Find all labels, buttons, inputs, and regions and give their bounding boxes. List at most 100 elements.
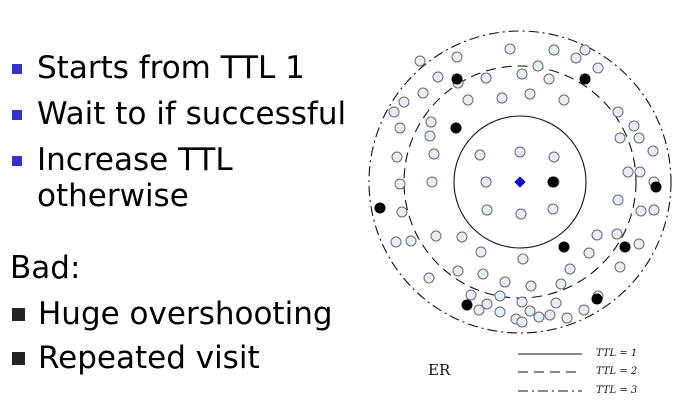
empty-node-icon [514, 146, 526, 158]
ttl-ring-diagram-svg: ER TTL = 1 TTL = 2 TTL = 3 [368, 30, 672, 396]
empty-node-icon [548, 151, 560, 163]
empty-node-icon [396, 206, 408, 218]
empty-node-icon [428, 148, 440, 160]
empty-node-icon [555, 278, 567, 290]
legend-ttl-3-label: TTL = 3 [596, 385, 637, 396]
center-label: ER [428, 361, 451, 379]
bad-bullet-item-repeated-visit: Repeated visit [12, 340, 260, 376]
filled-node-icon [558, 241, 570, 253]
empty-node-icon [614, 261, 626, 273]
empty-node-icon [481, 204, 493, 216]
empty-node-icon [517, 253, 529, 265]
empty-node-icon [452, 265, 464, 277]
legend-ttl-1-label: TTL = 1 [596, 348, 637, 359]
empty-node-icon [516, 316, 528, 328]
empty-node-icon [480, 72, 492, 84]
empty-node-icon [423, 272, 435, 284]
empty-node-icon [524, 305, 536, 317]
empty-node-icon [462, 94, 474, 106]
empty-node-icon [532, 60, 544, 72]
filled-node-icon [547, 176, 559, 188]
square-bullet-icon [12, 308, 25, 321]
empty-node-icon [564, 263, 576, 275]
bullet-text: Huge overshooting [38, 296, 333, 332]
bullet-item-wait-if-successful: Wait to if successful [12, 96, 346, 132]
empty-node-icon [496, 92, 508, 104]
empty-node-icon [424, 130, 436, 142]
empty-node-icon [475, 246, 487, 258]
center-diamond-icon [514, 176, 526, 188]
node-layer [374, 43, 662, 328]
square-bullet-icon [12, 352, 25, 365]
empty-node-icon [622, 166, 634, 178]
empty-node-icon [474, 149, 486, 161]
empty-node-icon [465, 289, 477, 301]
empty-node-icon [494, 306, 506, 318]
empty-node-icon [417, 87, 429, 99]
empty-node-icon [634, 166, 646, 178]
empty-node-icon [499, 276, 511, 288]
bullet-item-starts-from-ttl-1: Starts from TTL 1 [12, 50, 305, 86]
empty-node-icon [592, 62, 604, 74]
empty-node-icon [426, 176, 438, 188]
empty-node-icon [547, 203, 559, 215]
empty-node-icon [612, 106, 624, 118]
empty-node-icon [432, 71, 444, 83]
empty-node-icon [561, 312, 573, 324]
bullet-list: Starts from TTL 1 Wait to if successful … [10, 50, 346, 376]
empty-node-icon [480, 176, 492, 188]
empty-node-icon [628, 120, 640, 132]
empty-node-icon [390, 236, 402, 248]
bad-bullet-item-overshooting: Huge overshooting [12, 296, 333, 332]
bullet-text: Repeated visit [38, 340, 260, 376]
bullet-text: Wait to if successful [37, 96, 347, 132]
empty-node-icon [611, 228, 623, 240]
empty-node-icon [516, 68, 528, 80]
empty-node-icon [583, 247, 595, 259]
empty-node-icon [570, 52, 582, 64]
empty-node-icon [524, 88, 536, 100]
empty-node-icon [635, 205, 647, 217]
empty-node-icon [425, 116, 437, 128]
empty-node-icon [533, 311, 545, 323]
empty-node-icon [405, 235, 417, 247]
legend-ttl-2-label: TTL = 2 [596, 366, 637, 377]
ttl-diagram: ER TTL = 1 TTL = 2 TTL = 3 [360, 22, 680, 411]
empty-node-icon [391, 151, 403, 163]
filled-node-icon [591, 293, 603, 305]
empty-node-icon [550, 297, 562, 309]
empty-node-icon [548, 44, 560, 56]
filled-node-icon [579, 73, 591, 85]
empty-node-icon [516, 296, 528, 308]
filled-node-icon [650, 181, 662, 193]
bad-heading: Bad: [10, 250, 81, 286]
empty-node-icon [591, 229, 603, 241]
empty-node-icon [633, 238, 645, 250]
empty-node-icon [504, 43, 516, 55]
filled-node-icon [619, 241, 631, 253]
empty-node-icon [494, 290, 506, 302]
empty-node-icon [414, 55, 426, 67]
square-bullet-icon [12, 64, 22, 74]
bullet-text: Starts from TTL 1 [37, 50, 305, 86]
filled-node-icon [450, 122, 462, 134]
empty-node-icon [648, 204, 660, 216]
empty-node-icon [456, 231, 468, 243]
square-bullet-icon [12, 110, 22, 120]
empty-node-icon [451, 51, 463, 63]
empty-node-icon [394, 178, 406, 190]
empty-node-icon [543, 73, 555, 85]
empty-node-icon [473, 304, 485, 316]
bullet-text: Increase TTL otherwise [37, 142, 233, 214]
empty-node-icon [612, 194, 624, 206]
empty-node-icon [525, 280, 537, 292]
empty-node-icon [579, 44, 591, 56]
empty-node-icon [544, 309, 556, 321]
legend: TTL = 1 TTL = 2 TTL = 3 [518, 348, 637, 396]
ttl-3-ring [368, 30, 672, 334]
empty-node-icon [481, 298, 493, 310]
empty-node-icon [515, 208, 527, 220]
empty-node-icon [578, 304, 590, 316]
empty-node-icon [614, 132, 626, 144]
ttl-1-ring [453, 115, 587, 249]
